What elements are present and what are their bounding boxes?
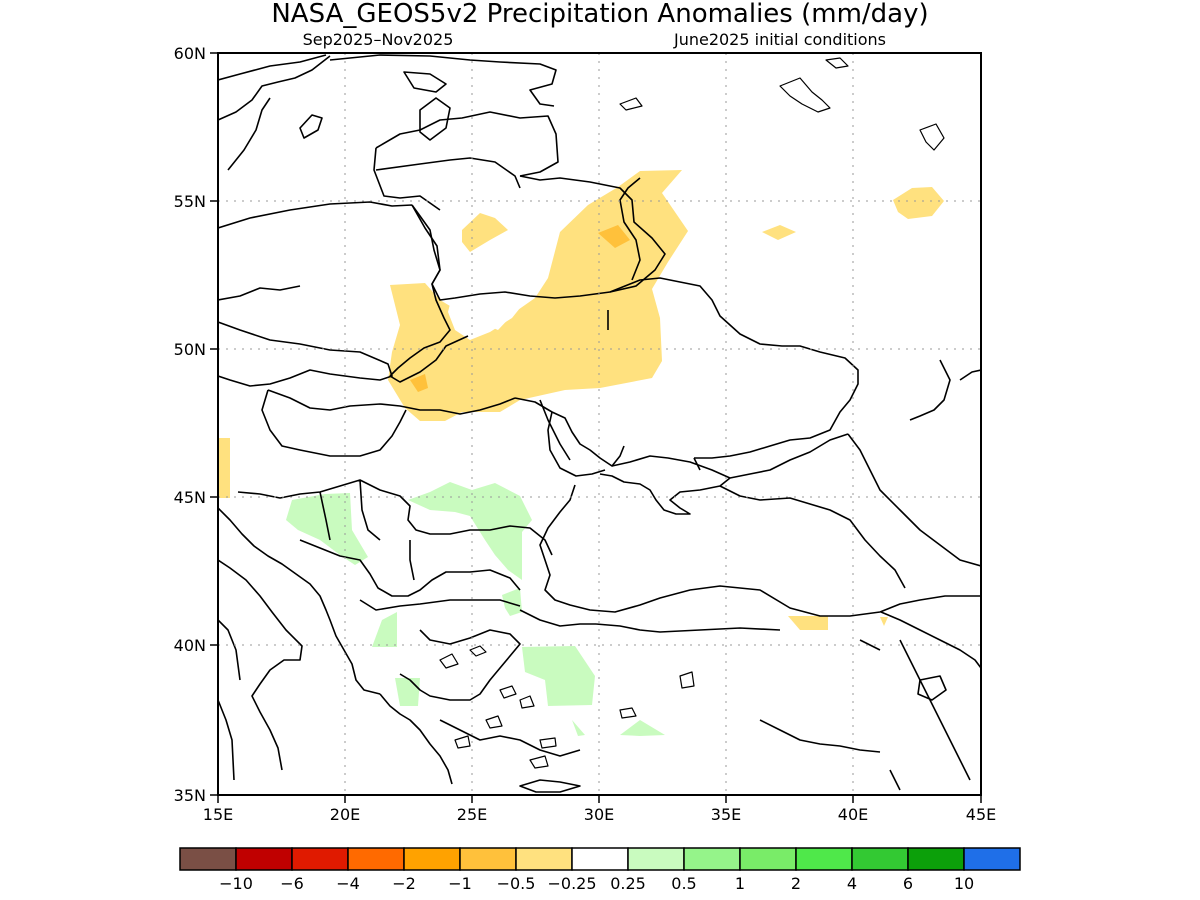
init-conditions-label: June2025 initial conditions — [673, 30, 886, 49]
wet-anomaly-aegean — [522, 646, 595, 706]
dry-anomaly-west-edge — [218, 438, 230, 498]
legend-swatch — [347, 847, 405, 871]
poland-west-border — [218, 201, 451, 377]
lat-label: 45N — [174, 488, 206, 507]
map-background — [218, 53, 981, 795]
axis-ticks — [210, 52, 982, 803]
map-plot — [218, 53, 981, 795]
baltic-states — [373, 111, 559, 211]
caspian-coast — [909, 359, 981, 701]
legend-label: −4 — [336, 874, 360, 893]
legend-swatch — [459, 847, 517, 871]
wet-anomaly-greece — [395, 678, 420, 706]
lon-label: 25E — [457, 805, 487, 824]
ukraine-north-border — [607, 177, 859, 459]
legend-label: 4 — [847, 874, 857, 893]
greece-coast — [379, 609, 596, 785]
lat-label: 60N — [174, 44, 206, 63]
legend-label: −0.25 — [547, 874, 596, 893]
dry-anomaly-spot-belarus — [598, 225, 630, 248]
wet-anomaly-cyprus-area — [620, 720, 665, 736]
russian-lakes — [619, 57, 945, 151]
legend-label: 0.25 — [610, 874, 646, 893]
lon-label: 45E — [966, 805, 996, 824]
legend-label: 0.5 — [671, 874, 696, 893]
balkan-borders — [218, 479, 553, 695]
lon-label: 20E — [330, 805, 360, 824]
legend-swatch — [179, 847, 237, 871]
legend-swatch — [683, 847, 741, 871]
lon-label: 15E — [203, 805, 233, 824]
legend-label: −2 — [392, 874, 416, 893]
anomaly-fills — [218, 170, 944, 736]
legend-swatch — [907, 847, 965, 871]
crimea-coast — [599, 433, 849, 515]
dry-anomaly-lithuania — [462, 213, 508, 252]
legend-swatch — [403, 847, 461, 871]
lat-label: 35N — [174, 786, 206, 805]
legend-labels: −10 −6 −4 −2 −1 −0.5 −0.25 0.25 0.5 1 2 4 6 10 — [219, 874, 974, 893]
longitude-labels: 15E 20E 25E 30E 35E 40E 45E — [203, 805, 996, 824]
lon-label: 40E — [838, 805, 868, 824]
legend-swatch — [571, 847, 629, 871]
color-legend — [179, 847, 1021, 871]
lon-label: 35E — [711, 805, 741, 824]
finland-coast — [329, 54, 557, 141]
legend-swatch — [963, 847, 1021, 871]
legend-label: −0.5 — [497, 874, 536, 893]
scandinavia-coast — [218, 54, 331, 171]
legend-label: 1 — [735, 874, 745, 893]
aegean-islands — [439, 645, 695, 769]
central-europe-borders — [218, 285, 469, 387]
wet-anomaly-albania — [372, 612, 397, 647]
lat-label: 55N — [174, 192, 206, 211]
legend-label: 2 — [791, 874, 801, 893]
legend-label: 10 — [954, 874, 974, 893]
black-sea-coast — [539, 433, 981, 617]
lat-label: 50N — [174, 340, 206, 359]
legend-swatch — [515, 847, 573, 871]
dry-anomaly-turkey — [788, 616, 828, 630]
legend-swatch — [235, 847, 293, 871]
coastlines-borders — [218, 54, 981, 793]
hungary-borders — [261, 389, 516, 457]
neutral-area-poland — [448, 292, 528, 340]
latitude-labels: 60N 55N 50N 45N 40N 35N — [174, 44, 206, 805]
lat-label: 40N — [174, 636, 206, 655]
legend-swatch — [795, 847, 853, 871]
legend-label: 6 — [903, 874, 913, 893]
season-label: Sep2025–Nov2025 — [303, 30, 454, 49]
lon-label: 30E — [584, 805, 614, 824]
legend-label: −10 — [219, 874, 253, 893]
dry-anomaly-russia-east — [762, 225, 796, 240]
legend-swatch — [627, 847, 685, 871]
map-title: NASA_GEOS5v2 Precipitation Anomalies (mm… — [271, 0, 928, 29]
wet-anomaly-bulgaria — [502, 588, 522, 616]
legend-swatch — [291, 847, 349, 871]
crete-coast — [519, 779, 581, 793]
moldova-borders — [514, 397, 625, 477]
wet-anomaly-romania — [408, 482, 532, 580]
legend-swatch — [851, 847, 909, 871]
italy-coast — [218, 559, 303, 781]
wet-anomaly-turkey-south — [572, 720, 585, 736]
dry-anomaly-spot-slovakia — [410, 374, 428, 392]
legend-swatch — [739, 847, 797, 871]
legend-label: −6 — [280, 874, 304, 893]
dry-anomaly-turkey-small — [880, 617, 888, 626]
turkey-borders — [595, 611, 981, 791]
dry-anomaly-volga — [893, 187, 944, 219]
legend-label: −1 — [448, 874, 472, 893]
